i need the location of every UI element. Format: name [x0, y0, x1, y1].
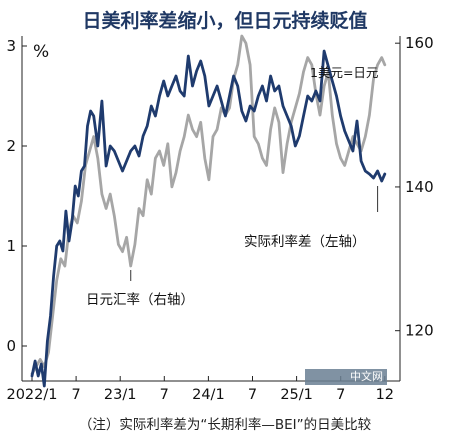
- right-axis: 120 140 160: [395, 34, 434, 340]
- chart-note: （注）实际利率差为“长期利率—BEI”的日美比较: [78, 417, 372, 433]
- series-group: [30, 34, 387, 388]
- x-tick-label: 7: [71, 387, 80, 403]
- left-tick-label: 0: [6, 337, 16, 355]
- annotation-real-rate-gap: 实际利率差（左轴）: [244, 234, 366, 250]
- left-tick-label: 1: [6, 237, 16, 255]
- x-tick-label: 12: [376, 387, 394, 403]
- series-line-yen-rate: [30, 34, 387, 376]
- left-tick-label: 3: [6, 37, 16, 55]
- x-tick-label: 7: [160, 387, 169, 403]
- watermark: 中文网: [305, 369, 387, 385]
- x-tick-label: 25/1: [280, 387, 313, 403]
- left-axis: 0 1 2 3: [6, 37, 27, 355]
- right-tick-label: 120: [405, 322, 434, 340]
- x-tick-label: 24/1: [192, 387, 225, 403]
- left-axis-unit: %: [33, 42, 50, 62]
- right-axis-unit: 1美元=日元: [310, 65, 379, 80]
- callouts: [130, 186, 379, 281]
- left-tick-label: 2: [6, 137, 16, 155]
- series-line-real-rate-gap: [30, 49, 387, 388]
- x-tick-label: 7: [336, 387, 345, 403]
- right-tick-label: 140: [405, 178, 434, 196]
- x-axis: 2022/1 7 23/1 7 24/1 7 25/1 7 12: [6, 376, 394, 403]
- right-tick-label: 160: [405, 34, 434, 52]
- annotation-yen-rate: 日元汇率（右轴）: [86, 292, 194, 308]
- x-tick-label: 2022/1: [6, 387, 57, 403]
- x-tick-label: 23/1: [104, 387, 137, 403]
- x-tick-label: 7: [248, 387, 257, 403]
- chart-title: 日美利率差缩小，但日元持续贬值: [82, 10, 368, 32]
